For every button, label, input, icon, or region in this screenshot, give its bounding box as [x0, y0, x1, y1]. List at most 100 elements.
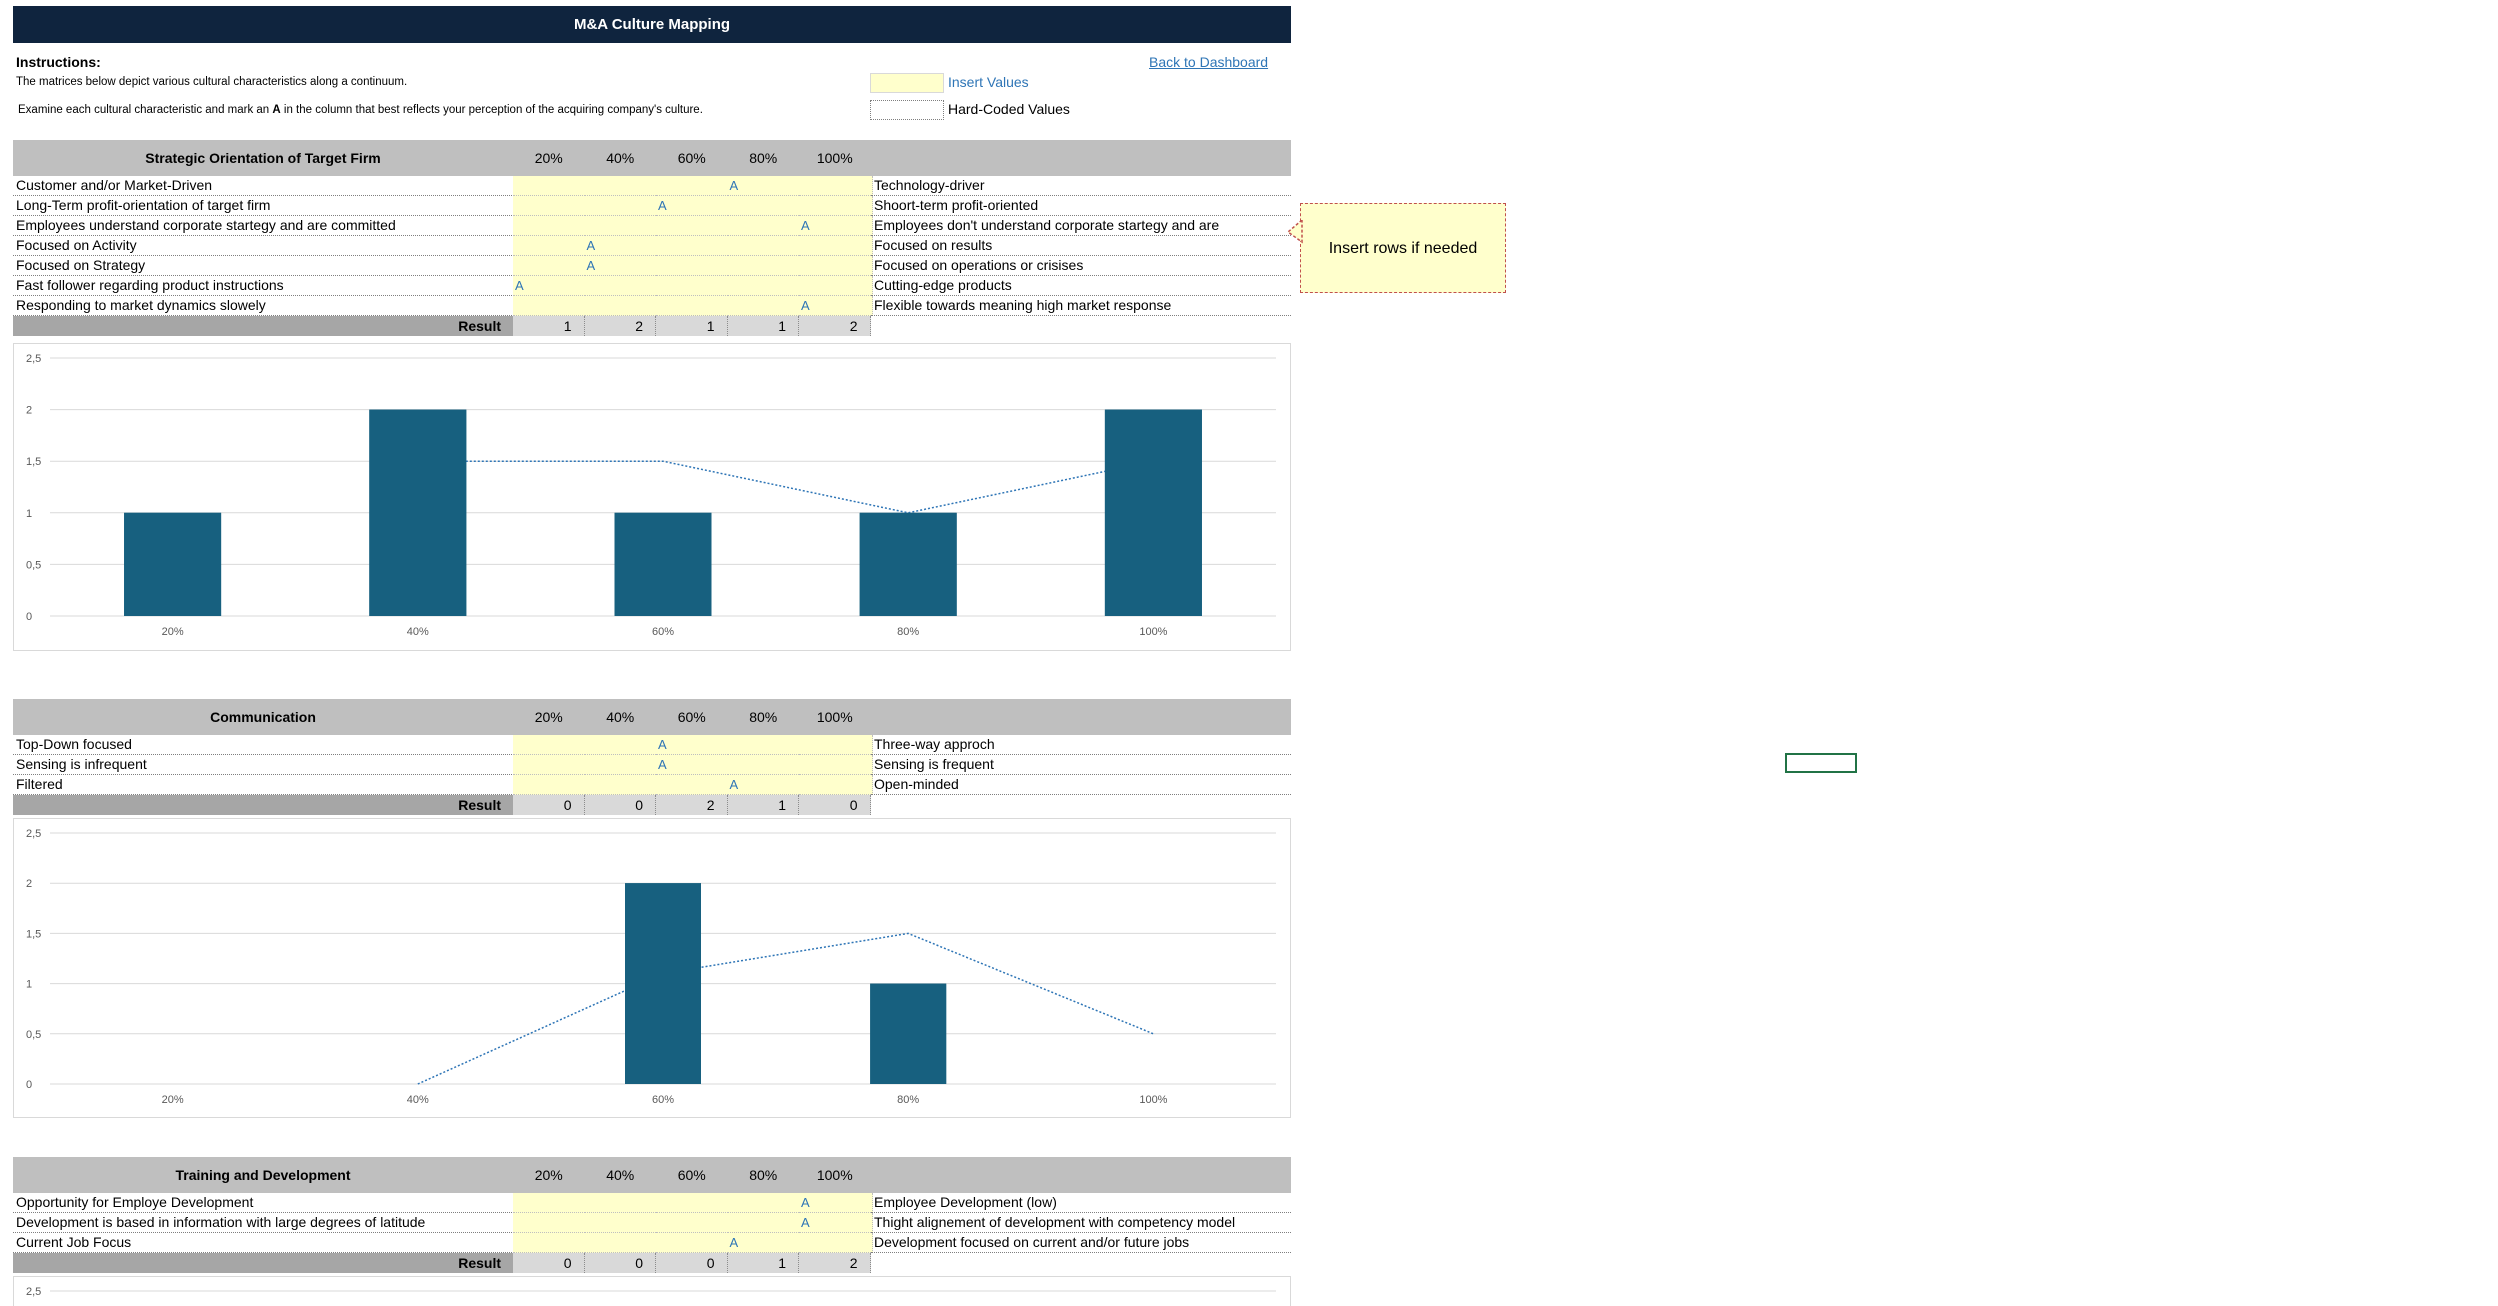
result-value[interactable]: 2	[799, 1253, 871, 1273]
mark-cell[interactable]	[584, 276, 658, 296]
mark-cell[interactable]	[584, 775, 658, 795]
mark-cell[interactable]	[513, 256, 587, 276]
mark-cell[interactable]	[799, 735, 873, 755]
mark-cell[interactable]	[799, 755, 873, 775]
mark-cell[interactable]	[584, 176, 658, 196]
mark-cell[interactable]	[727, 755, 801, 775]
characteristic-left[interactable]: Fast follower regarding product instruct…	[13, 276, 514, 296]
result-value[interactable]: 1	[513, 316, 585, 336]
characteristic-left[interactable]: Sensing is infrequent	[13, 755, 514, 775]
characteristic-right[interactable]: Flexible towards meaning high market res…	[871, 296, 1291, 316]
mark-cell[interactable]	[513, 176, 587, 196]
mark-cell[interactable]	[799, 1233, 873, 1253]
mark-cell[interactable]	[727, 735, 801, 755]
mark-cell[interactable]: A	[727, 1233, 801, 1253]
mark-cell[interactable]	[584, 196, 658, 216]
characteristic-left[interactable]: Opportunity for Employe Development	[13, 1193, 514, 1213]
result-value[interactable]: 0	[584, 1253, 656, 1273]
mark-cell[interactable]	[656, 1233, 730, 1253]
mark-cell[interactable]	[799, 775, 873, 795]
characteristic-right[interactable]: Open-minded	[871, 775, 1291, 795]
mark-cell[interactable]	[727, 236, 801, 256]
selected-cell[interactable]	[1785, 753, 1857, 773]
mark-cell[interactable]: A	[656, 196, 730, 216]
result-value[interactable]: 1	[727, 1253, 799, 1273]
characteristic-right[interactable]: Focused on results	[871, 236, 1291, 256]
mark-cell[interactable]: A	[656, 735, 730, 755]
characteristic-right[interactable]: Sensing is frequent	[871, 755, 1291, 775]
mark-cell[interactable]	[656, 775, 730, 795]
mark-cell[interactable]	[799, 256, 873, 276]
characteristic-left[interactable]: Development is based in information with…	[13, 1213, 514, 1233]
mark-cell[interactable]	[656, 1213, 730, 1233]
mark-cell[interactable]	[513, 296, 587, 316]
mark-cell[interactable]	[727, 1213, 801, 1233]
mark-cell[interactable]	[584, 1233, 658, 1253]
mark-cell[interactable]	[513, 236, 587, 256]
mark-cell[interactable]	[799, 276, 873, 296]
mark-cell[interactable]	[584, 1213, 658, 1233]
mark-cell[interactable]	[656, 296, 730, 316]
characteristic-right[interactable]: Technology-driver	[871, 176, 1291, 196]
mark-cell[interactable]	[727, 196, 801, 216]
mark-cell[interactable]	[799, 176, 873, 196]
mark-cell[interactable]	[513, 216, 587, 236]
mark-cell[interactable]	[584, 296, 658, 316]
mark-cell[interactable]: A	[584, 256, 658, 276]
mark-cell[interactable]	[513, 735, 587, 755]
mark-cell[interactable]	[656, 236, 730, 256]
characteristic-right[interactable]: Development focused on current and/or fu…	[871, 1233, 1291, 1253]
characteristic-left[interactable]: Customer and/or Market-Driven	[13, 176, 514, 196]
characteristic-right[interactable]: Thight alignement of development with co…	[871, 1213, 1291, 1233]
mark-cell[interactable]	[513, 1233, 587, 1253]
characteristic-left[interactable]: Responding to market dynamics slowely	[13, 296, 514, 316]
mark-cell[interactable]	[513, 775, 587, 795]
mark-cell[interactable]	[513, 755, 587, 775]
mark-cell[interactable]: A	[584, 236, 658, 256]
result-value[interactable]: 0	[513, 1253, 585, 1273]
result-value[interactable]: 1	[727, 795, 799, 815]
result-value[interactable]: 2	[799, 316, 871, 336]
mark-cell[interactable]: A	[799, 1213, 873, 1233]
mark-cell[interactable]	[656, 256, 730, 276]
mark-cell[interactable]	[727, 256, 801, 276]
mark-cell[interactable]: A	[656, 755, 730, 775]
result-value[interactable]: 0	[799, 795, 871, 815]
characteristic-left[interactable]: Filtered	[13, 775, 514, 795]
result-value[interactable]: 0	[584, 795, 656, 815]
mark-cell[interactable]	[656, 1193, 730, 1213]
characteristic-left[interactable]: Focused on Strategy	[13, 256, 514, 276]
mark-cell[interactable]: A	[799, 216, 873, 236]
mark-cell[interactable]	[656, 216, 730, 236]
back-to-dashboard-link[interactable]: Back to Dashboard	[1149, 54, 1269, 70]
mark-cell[interactable]: A	[799, 296, 873, 316]
mark-cell[interactable]	[656, 176, 730, 196]
mark-cell[interactable]	[513, 1193, 587, 1213]
characteristic-left[interactable]: Focused on Activity	[13, 236, 514, 256]
result-value[interactable]: 2	[584, 316, 656, 336]
characteristic-left[interactable]: Top-Down focused	[13, 735, 514, 755]
mark-cell[interactable]	[799, 236, 873, 256]
mark-cell[interactable]	[584, 216, 658, 236]
characteristic-left[interactable]: Current Job Focus	[13, 1233, 514, 1253]
mark-cell[interactable]	[513, 1213, 587, 1233]
characteristic-right[interactable]: Employee Development (low)	[871, 1193, 1291, 1213]
mark-cell[interactable]	[584, 735, 658, 755]
mark-cell[interactable]	[727, 1193, 801, 1213]
mark-cell[interactable]	[727, 216, 801, 236]
mark-cell[interactable]	[656, 276, 730, 296]
characteristic-left[interactable]: Employees understand corporate startegy …	[13, 216, 514, 236]
mark-cell[interactable]: A	[799, 1193, 873, 1213]
mark-cell[interactable]	[584, 1193, 658, 1213]
characteristic-right[interactable]: Shoort-term profit-oriented	[871, 196, 1291, 216]
mark-cell[interactable]: A	[727, 176, 801, 196]
result-value[interactable]: 1	[727, 316, 799, 336]
characteristic-right[interactable]: Employees don't understand corporate sta…	[871, 216, 1291, 236]
characteristic-right[interactable]: Focused on operations or crisises	[871, 256, 1291, 276]
result-value[interactable]: 2	[656, 795, 728, 815]
characteristic-left[interactable]: Long-Term profit-orientation of target f…	[13, 196, 514, 216]
result-value[interactable]: 0	[513, 795, 585, 815]
mark-cell[interactable]	[727, 276, 801, 296]
result-value[interactable]: 1	[656, 316, 728, 336]
result-value[interactable]: 0	[656, 1253, 728, 1273]
